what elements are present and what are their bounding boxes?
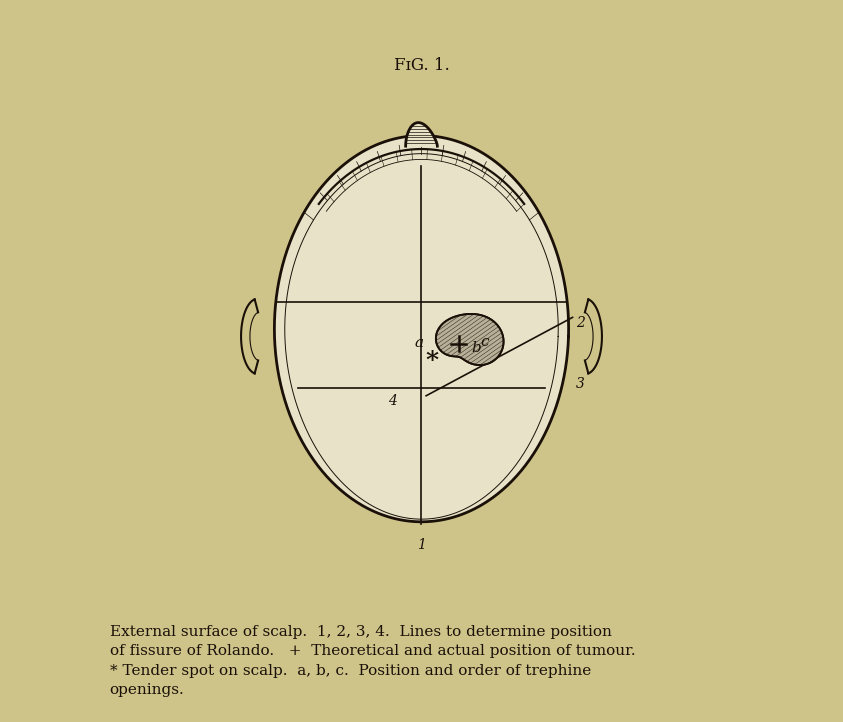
Text: c: c: [481, 335, 489, 349]
Text: b: b: [471, 342, 481, 355]
Text: FɪG. 1.: FɪG. 1.: [394, 57, 449, 74]
Text: 4: 4: [388, 394, 397, 408]
Polygon shape: [274, 136, 569, 522]
Polygon shape: [405, 123, 438, 146]
Polygon shape: [436, 314, 503, 365]
Text: 2: 2: [576, 316, 585, 330]
Text: 1: 1: [417, 538, 426, 552]
Text: a: a: [414, 336, 423, 350]
Text: 3: 3: [576, 377, 585, 391]
Text: *: *: [426, 349, 438, 373]
Text: External surface of scalp.  1, 2, 3, 4.  Lines to determine position
of fissure : External surface of scalp. 1, 2, 3, 4. L…: [110, 625, 636, 697]
